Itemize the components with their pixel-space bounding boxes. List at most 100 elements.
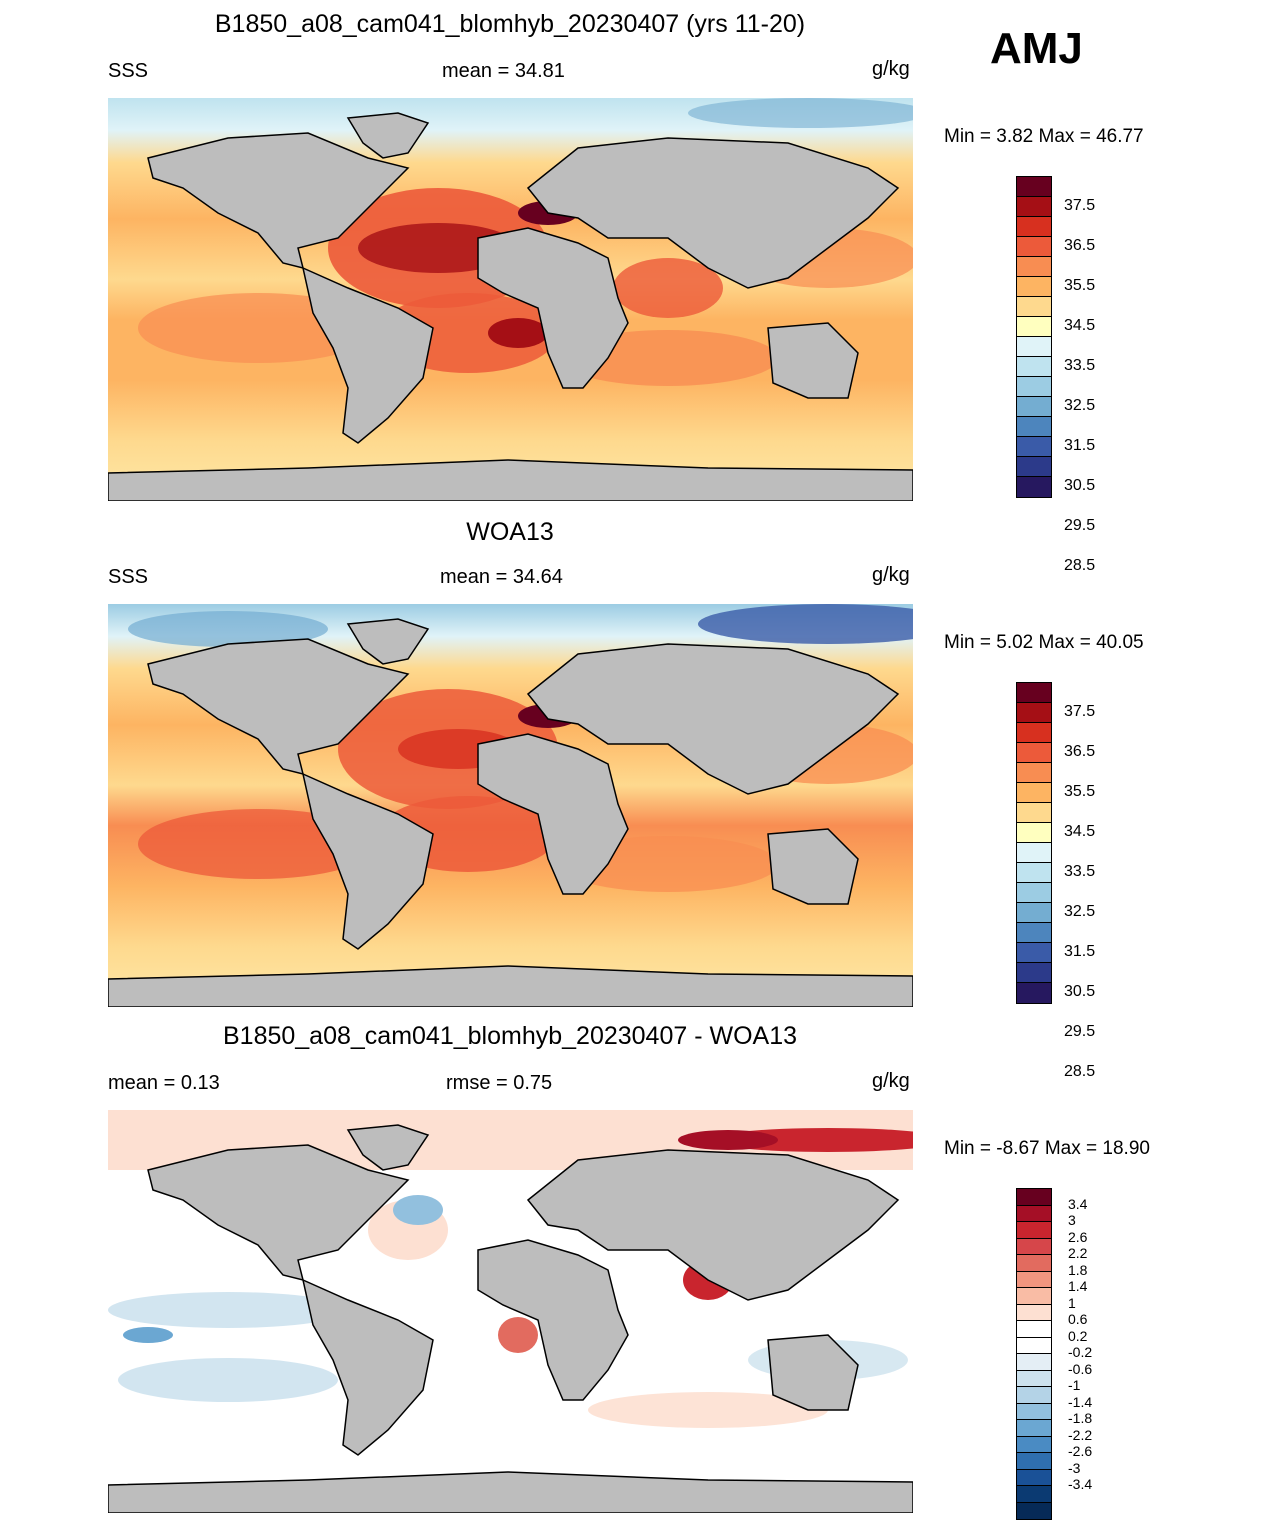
panel-1-mean-label: mean = 34.81 xyxy=(442,60,565,82)
colorbar-tick-label: 34.5 xyxy=(1064,317,1096,334)
colorbar-segment xyxy=(1017,1469,1051,1486)
colorbar-segment xyxy=(1017,297,1051,317)
panel-2-title: WOA13 xyxy=(466,518,554,546)
colorbar-tick-label: 34.5 xyxy=(1064,823,1096,840)
colorbar-tick-label: 29.5 xyxy=(1064,517,1096,534)
colorbar-tick-label: -3.4 xyxy=(1068,1476,1093,1492)
colorbar-segment xyxy=(1017,1403,1051,1420)
colorbar-tick-label: 3.4 xyxy=(1068,1195,1088,1212)
colorbar-tick-label: 28.5 xyxy=(1064,557,1096,574)
colorbar-segment xyxy=(1017,477,1051,497)
colorbar-tick-label: -1.8 xyxy=(1068,1410,1093,1426)
colorbar-segment xyxy=(1017,237,1051,257)
colorbar-tick-label: 0.2 xyxy=(1068,1327,1088,1344)
colorbar-tick-label: -1.4 xyxy=(1068,1393,1093,1410)
panel-1-title: B1850_a08_cam041_blomhyb_20230407 (yrs 1… xyxy=(214,10,806,38)
panel-1-colorbar xyxy=(1016,176,1052,498)
colorbar-segment xyxy=(1017,843,1051,863)
colorbar-segment xyxy=(1017,1189,1051,1206)
colorbar-segment xyxy=(1017,903,1051,923)
colorbar-segment xyxy=(1017,1436,1051,1453)
colorbar-segment xyxy=(1017,1420,1051,1437)
colorbar-segment xyxy=(1017,823,1051,843)
colorbar-tick-label: 36.5 xyxy=(1064,237,1096,254)
colorbar-segment xyxy=(1017,177,1051,197)
colorbar-segment xyxy=(1017,963,1051,983)
colorbar-segment xyxy=(1017,683,1051,703)
colorbar-tick-label: 33.5 xyxy=(1064,863,1096,880)
panel-2-mean-label: mean = 34.64 xyxy=(440,566,563,588)
colorbar-tick-label: -1 xyxy=(1068,1377,1081,1393)
colorbar-tick-label: -3 xyxy=(1068,1459,1081,1476)
colorbar-tick-label: 31.5 xyxy=(1064,437,1096,454)
colorbar-segment xyxy=(1017,803,1051,823)
colorbar-segment xyxy=(1017,217,1051,237)
colorbar-segment xyxy=(1017,1238,1051,1255)
colorbar-tick-label: 1 xyxy=(1068,1294,1076,1311)
colorbar-segment xyxy=(1017,743,1051,763)
colorbar-segment xyxy=(1017,883,1051,903)
colorbar-segment xyxy=(1017,923,1051,943)
colorbar-tick-label: 32.5 xyxy=(1064,397,1096,414)
panel-3-colorbar xyxy=(1016,1188,1052,1520)
colorbar-segment xyxy=(1017,1288,1051,1305)
colorbar-segment xyxy=(1017,1354,1051,1371)
colorbar-tick-label: -2.6 xyxy=(1068,1443,1093,1459)
colorbar-segment xyxy=(1017,317,1051,337)
colorbar-segment xyxy=(1017,1321,1051,1338)
colorbar-tick-label: 35.5 xyxy=(1064,277,1096,294)
panel-3-rmse-label: rmse = 0.75 xyxy=(446,1072,553,1094)
colorbar-tick-label: 29.5 xyxy=(1064,1023,1096,1040)
panel-2-colorbar xyxy=(1016,682,1052,1004)
panel-1-variable-label: SSS xyxy=(108,60,149,82)
colorbar-segment xyxy=(1017,357,1051,377)
colorbar-tick-label: 37.5 xyxy=(1064,197,1096,214)
colorbar-tick-label: 31.5 xyxy=(1064,943,1096,960)
colorbar-segment xyxy=(1017,1255,1051,1272)
colorbar-tick-label: 32.5 xyxy=(1064,903,1096,920)
colorbar-segment xyxy=(1017,703,1051,723)
colorbar-tick-label: 36.5 xyxy=(1064,743,1096,760)
panel-1-map xyxy=(108,98,913,501)
colorbar-segment xyxy=(1017,337,1051,357)
colorbar-tick-label: -2.2 xyxy=(1068,1426,1093,1443)
colorbar-tick-label: 3 xyxy=(1068,1212,1076,1228)
colorbar-segment xyxy=(1017,1387,1051,1404)
colorbar-segment xyxy=(1017,983,1051,1003)
panel-3-min-max: Min = -8.67 Max = 18.90 xyxy=(944,1138,1150,1159)
colorbar-segment xyxy=(1017,1453,1051,1470)
colorbar-tick-label: -0.6 xyxy=(1068,1360,1093,1377)
colorbar-segment xyxy=(1017,417,1051,437)
colorbar-tick-label: 33.5 xyxy=(1064,357,1096,374)
colorbar-segment xyxy=(1017,197,1051,217)
colorbar-tick-label: 28.5 xyxy=(1064,1063,1096,1080)
colorbar-segment xyxy=(1017,1271,1051,1288)
colorbar-tick-label: 1.8 xyxy=(1068,1261,1088,1278)
colorbar-segment xyxy=(1017,377,1051,397)
colorbar-tick-label: -0.2 xyxy=(1068,1344,1093,1360)
colorbar-segment xyxy=(1017,1337,1051,1354)
colorbar-segment xyxy=(1017,943,1051,963)
colorbar-segment xyxy=(1017,1502,1051,1519)
colorbar-segment xyxy=(1017,1486,1051,1503)
panel-2-min-max: Min = 5.02 Max = 40.05 xyxy=(944,632,1144,653)
panel-3-map xyxy=(108,1110,913,1513)
colorbar-segment xyxy=(1017,437,1051,457)
colorbar-segment xyxy=(1017,277,1051,297)
colorbar-tick-label: 0.6 xyxy=(1068,1311,1088,1327)
colorbar-segment xyxy=(1017,863,1051,883)
colorbar-segment xyxy=(1017,1205,1051,1222)
panel-3-title: B1850_a08_cam041_blomhyb_20230407 - WOA1… xyxy=(222,1022,798,1050)
colorbar-segment xyxy=(1017,397,1051,417)
panel-1-min-max: Min = 3.82 Max = 46.77 xyxy=(944,126,1144,147)
panel-3-units: g/kg xyxy=(872,1070,910,1092)
colorbar-segment xyxy=(1017,257,1051,277)
colorbar-segment xyxy=(1017,1370,1051,1387)
colorbar-tick-label: 1.4 xyxy=(1068,1278,1088,1294)
colorbar-tick-label: 30.5 xyxy=(1064,477,1096,494)
colorbar-segment xyxy=(1017,1304,1051,1321)
colorbar-tick-label: 35.5 xyxy=(1064,783,1096,800)
colorbar-tick-label: 30.5 xyxy=(1064,983,1096,1000)
colorbar-segment xyxy=(1017,763,1051,783)
colorbar-tick-label: 2.2 xyxy=(1068,1245,1088,1261)
